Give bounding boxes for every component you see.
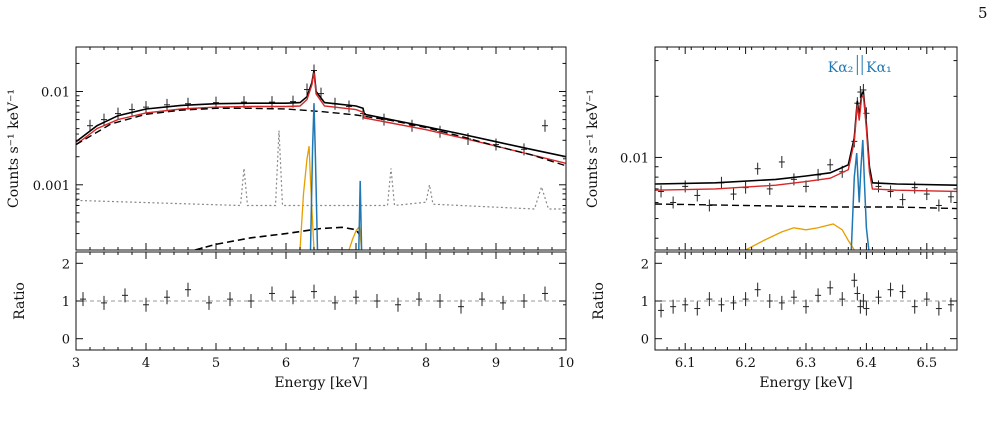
right-ratio-x-axis-label: Energy [keV]	[759, 375, 852, 391]
left-ratio-x-tick-label: 9	[492, 356, 500, 371]
left-ratio-group	[75, 251, 567, 351]
right-ratio-plot-area	[655, 273, 957, 318]
right-spectrum-plot-area	[655, 83, 957, 250]
left-spectrum-continuum-low-line	[194, 226, 364, 250]
left-ratio-x-tick-label: 4	[142, 356, 150, 371]
right-ratio-y-tick-label: 0	[641, 333, 649, 348]
right-spectrum-red-model-line	[655, 93, 957, 193]
left-spectrum-line-orange-line	[299, 145, 363, 250]
right-spectrum-total-model-line	[655, 89, 957, 186]
right-ratio-x-tick-label: 6.2	[735, 356, 756, 371]
left-spectrum-line-blue-line	[309, 103, 363, 250]
left-ratio-x-tick-label: 6	[282, 356, 290, 371]
right-ratio-y-axis-label: Ratio	[591, 282, 607, 320]
left-spectrum-continuum-line	[76, 107, 566, 167]
left-ratio-x-tick-label: 7	[352, 356, 360, 371]
left-spectrum-frame	[75, 46, 567, 251]
left-ratio-plot-area	[76, 282, 566, 314]
right-ratio-x-tick-label: 6.3	[796, 356, 817, 371]
left-ratio-x-tick-label: 10	[558, 356, 575, 371]
left-ratio-x-tick-label: 5	[212, 356, 220, 371]
kalpha1-label: Kα₁	[866, 60, 892, 76]
left-spectrum-red-model-line	[76, 72, 566, 164]
left-ratio-y-tick-label: 1	[62, 295, 70, 310]
left-ratio-x-tick-label: 3	[72, 356, 80, 371]
right-spectrum-frame	[654, 46, 958, 251]
left-ratio-y-axis-label: Ratio	[12, 282, 28, 320]
right-spectrum-continuum-line	[655, 203, 957, 210]
right-ratio-y-tick-label: 2	[641, 257, 649, 272]
right-spectrum-y-axis-label: Counts s⁻¹ keV⁻¹	[585, 89, 601, 208]
left-spectrum-group	[75, 46, 567, 251]
left-spectrum-y-tick-label: 0.001	[33, 179, 70, 194]
right-ratio-x-tick-label: 6.5	[916, 356, 937, 371]
left-spectrum-plot-area	[76, 64, 566, 250]
right-spectrum-y-tick-label: 0.01	[620, 151, 649, 166]
right-ratio-y-tick-label: 1	[641, 295, 649, 310]
kalpha2-label: Kα₂	[828, 60, 854, 76]
page-number: 5	[978, 4, 988, 22]
left-spectrum-y-tick-label: 0.01	[41, 86, 70, 101]
right-ratio-x-tick-label: 6.4	[856, 356, 877, 371]
left-ratio-x-tick-label: 8	[422, 356, 430, 371]
left-ratio-x-axis-label: Energy [keV]	[274, 375, 367, 391]
left-spectrum-background-line	[76, 130, 566, 210]
right-spectrum-group	[654, 46, 958, 251]
left-ratio-y-tick-label: 2	[62, 257, 70, 272]
left-ratio-y-tick-label: 0	[62, 333, 70, 348]
right-ratio-group	[654, 251, 958, 351]
right-spectrum-line-blue-line	[850, 139, 870, 250]
left-spectrum-y-axis-label: Counts s⁻¹ keV⁻¹	[6, 89, 22, 208]
right-ratio-x-tick-label: 6.1	[675, 356, 696, 371]
left-spectrum-total-model-line	[76, 70, 566, 158]
right-spectrum-line-orange-line	[745, 223, 855, 250]
